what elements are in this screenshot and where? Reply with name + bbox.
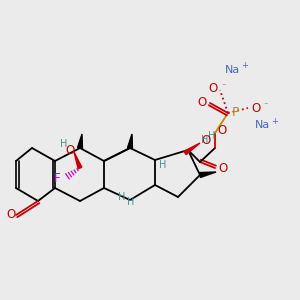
Polygon shape: [200, 172, 216, 178]
Text: O: O: [6, 208, 16, 221]
Polygon shape: [74, 152, 82, 169]
Text: O: O: [201, 134, 211, 146]
Text: O: O: [218, 124, 226, 137]
Text: ⁻: ⁻: [222, 82, 226, 91]
Text: O: O: [251, 101, 261, 115]
Polygon shape: [128, 134, 133, 148]
Text: P: P: [232, 106, 239, 119]
Text: O: O: [65, 143, 75, 157]
Polygon shape: [184, 143, 200, 155]
Text: Na: Na: [255, 120, 270, 130]
Text: +: +: [242, 61, 248, 70]
Text: O: O: [208, 82, 217, 95]
Text: ⁻: ⁻: [264, 100, 268, 109]
Text: H: H: [127, 197, 135, 207]
Text: H: H: [159, 160, 167, 170]
Text: O: O: [197, 97, 207, 110]
Text: F: F: [54, 172, 60, 184]
Text: +: +: [272, 116, 278, 125]
Text: H: H: [201, 135, 209, 145]
Text: Na: Na: [225, 65, 240, 75]
Text: H: H: [60, 139, 68, 149]
Text: H: H: [208, 131, 216, 141]
Text: O: O: [218, 161, 228, 175]
Text: H: H: [118, 192, 126, 202]
Polygon shape: [77, 134, 83, 148]
